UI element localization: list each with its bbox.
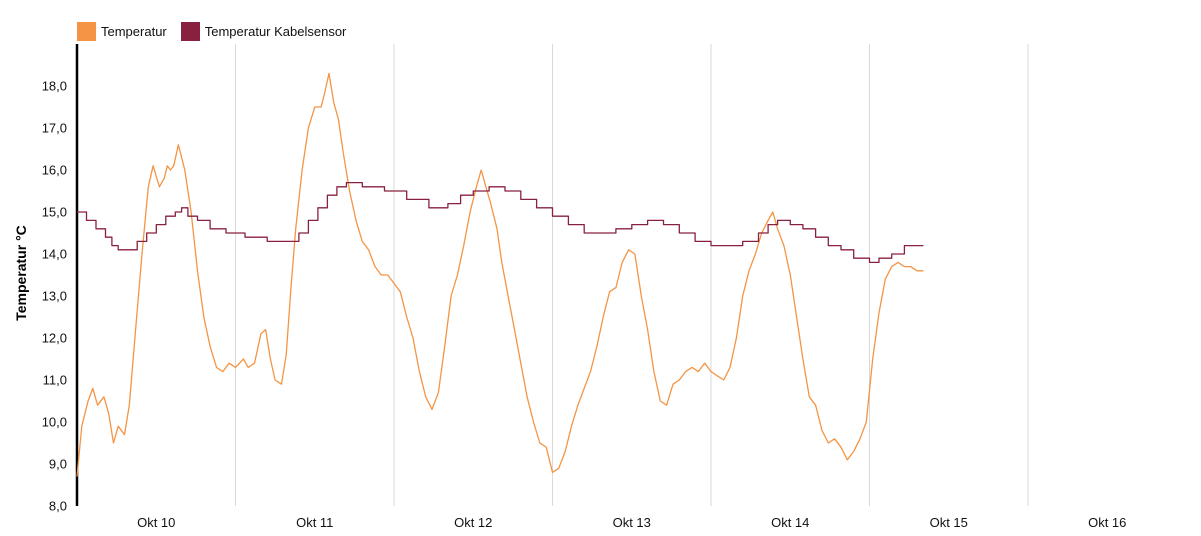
y-tick-label: 8,0 <box>49 499 67 514</box>
legend-swatch-temperatur-kabelsensor <box>180 21 200 41</box>
x-axis: Okt 10 Okt 11 Okt 12 Okt 13 Okt 14 Okt 15 Okt … <box>137 515 1126 530</box>
x-tick-label: Okt 13 <box>613 515 651 530</box>
y-axis: 8,0 9,0 10,0 11,0 12,0 13,0 14,0 15,0 16,0 17,0 18… <box>42 44 79 514</box>
y-axis-title: Temperatur °C <box>13 225 29 321</box>
y-tick-label: 12,0 <box>42 331 67 346</box>
y-tick-label: 16,0 <box>42 163 67 178</box>
legend-label-temperatur-kabelsensor: Temperatur Kabelsensor <box>204 23 347 39</box>
series-line-temperatur <box>76 72 924 477</box>
y-tick-label: 14,0 <box>42 247 67 262</box>
y-tick-label: 13,0 <box>42 289 67 304</box>
y-tick-label: 15,0 <box>42 205 67 220</box>
x-tick-label: Okt 12 <box>454 515 492 530</box>
series-lines <box>76 72 924 477</box>
y-tick-label: 11,0 <box>43 373 67 388</box>
vertical-grid <box>235 44 1029 506</box>
y-tick-label: 17,0 <box>42 121 67 136</box>
legend-item-temperatur[interactable]: Temperatur <box>77 21 167 41</box>
y-tick-label: 18,0 <box>42 79 67 94</box>
legend-label-temperatur: Temperatur <box>101 23 167 39</box>
x-tick-label: Okt 14 <box>771 515 809 530</box>
x-tick-label: Okt 15 <box>930 515 968 530</box>
legend-swatch-temperatur <box>77 21 96 41</box>
x-tick-label: Okt 16 <box>1088 515 1126 530</box>
legend-item-temperatur-kabelsensor[interactable]: Temperatur Kabelsensor <box>180 21 347 41</box>
series-line-temperatur-kabelsensor <box>77 181 924 264</box>
x-tick-label: Okt 11 <box>296 515 333 530</box>
chart-legend: Temperatur Temperatur Kabelsensor <box>77 20 360 42</box>
y-tick-label: 9,0 <box>49 457 67 472</box>
y-tick-label: 10,0 <box>42 415 67 430</box>
x-tick-label: Okt 10 <box>137 515 175 530</box>
